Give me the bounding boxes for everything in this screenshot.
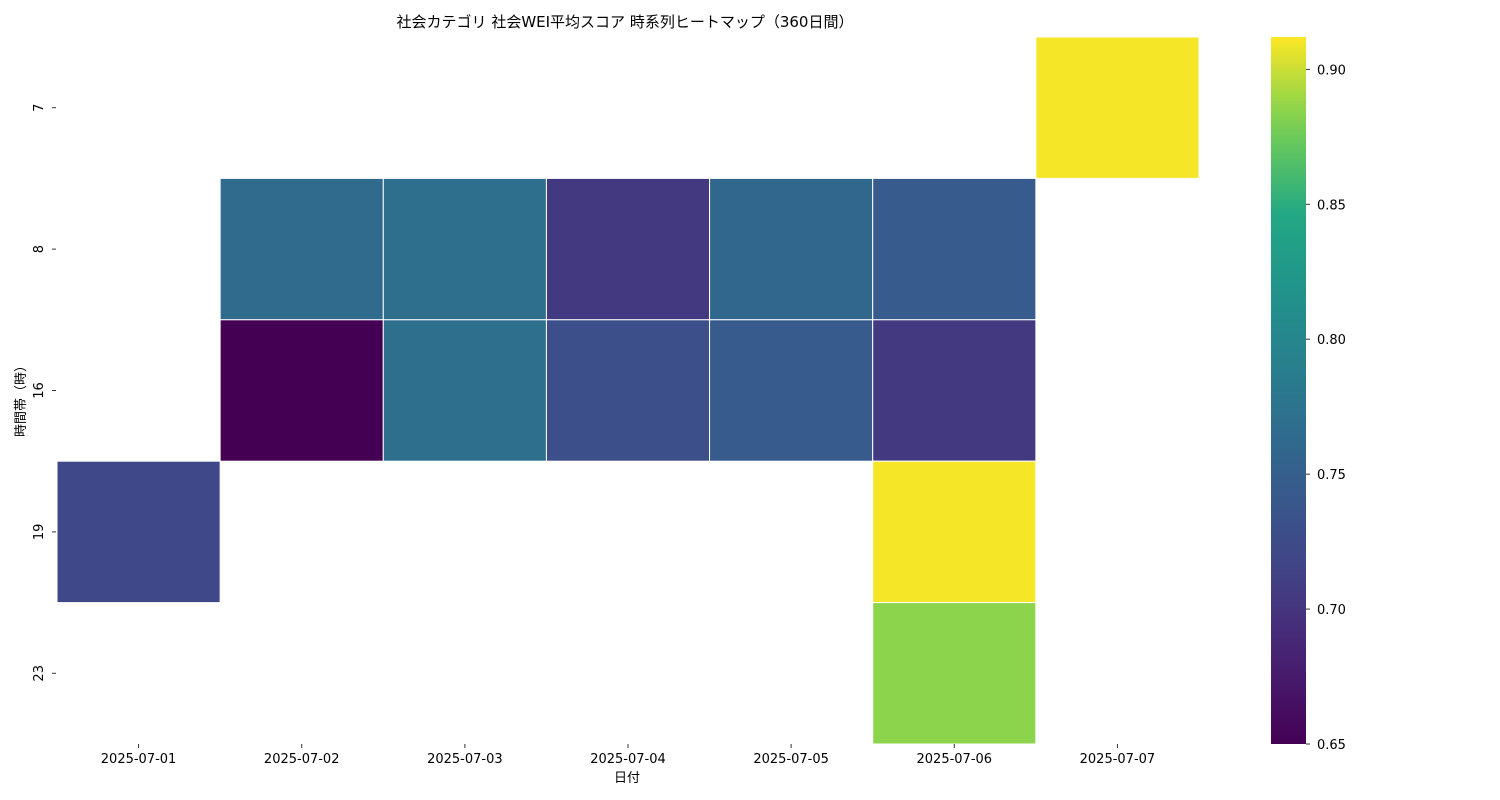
heatmap-cell bbox=[219, 319, 384, 462]
heatmap-cell bbox=[382, 319, 547, 462]
heatmap-cell bbox=[872, 602, 1037, 745]
colorbar-tick-label: 0.75 bbox=[1317, 468, 1346, 483]
x-tick-label: 2025-07-07 bbox=[1080, 752, 1156, 767]
heatmap-cell bbox=[872, 460, 1037, 604]
heatmap-cell bbox=[545, 177, 711, 321]
x-tick-label: 2025-07-02 bbox=[264, 752, 340, 767]
heatmap-cell bbox=[219, 177, 384, 321]
y-tick-label: 19 bbox=[32, 524, 47, 541]
heatmap-cell bbox=[709, 177, 874, 321]
heatmap-cell bbox=[382, 177, 547, 321]
colorbar-tick-label: 0.80 bbox=[1317, 333, 1346, 348]
x-axis-label: 日付 bbox=[614, 771, 640, 786]
colorbar-tick-label: 0.70 bbox=[1317, 603, 1346, 618]
y-tick-label: 16 bbox=[32, 382, 47, 399]
heatmap-cell bbox=[872, 177, 1037, 321]
colorbar-tick-label: 0.85 bbox=[1317, 198, 1346, 213]
y-tick-label: 7 bbox=[32, 104, 47, 112]
x-tick-label: 2025-07-04 bbox=[590, 752, 666, 767]
heatmap-cell bbox=[1035, 36, 1200, 179]
colorbar: 0.65 0.70 0.75 0.80 0.85 0.90 bbox=[1271, 37, 1346, 753]
heatmap-cell bbox=[56, 460, 221, 604]
y-tick-label: 8 bbox=[32, 245, 47, 253]
heatmap-cell bbox=[545, 319, 711, 462]
y-axis-label: 時間帯（時） bbox=[14, 359, 29, 437]
colorbar-gradient bbox=[1271, 37, 1306, 744]
y-tick-label: 23 bbox=[32, 665, 47, 682]
chart-title: 社会カテゴリ 社会WEI平均スコア 時系列ヒートマップ（360日間） bbox=[397, 13, 854, 31]
x-tick-label: 2025-07-01 bbox=[101, 752, 177, 767]
y-axis-ticks: 7 8 16 19 23 bbox=[32, 104, 56, 682]
x-axis-ticks: 2025-07-01 2025-07-02 2025-07-03 2025-07-04… bbox=[101, 744, 1155, 767]
heatmap-cell bbox=[709, 319, 874, 462]
x-tick-label: 2025-07-03 bbox=[427, 752, 503, 767]
heatmap-cells bbox=[56, 36, 1200, 745]
heatmap-cell bbox=[872, 319, 1037, 462]
x-tick-label: 2025-07-05 bbox=[753, 752, 829, 767]
colorbar-tick-label: 0.90 bbox=[1317, 63, 1346, 78]
x-tick-label: 2025-07-06 bbox=[917, 752, 993, 767]
colorbar-tick-label: 0.65 bbox=[1317, 738, 1346, 753]
